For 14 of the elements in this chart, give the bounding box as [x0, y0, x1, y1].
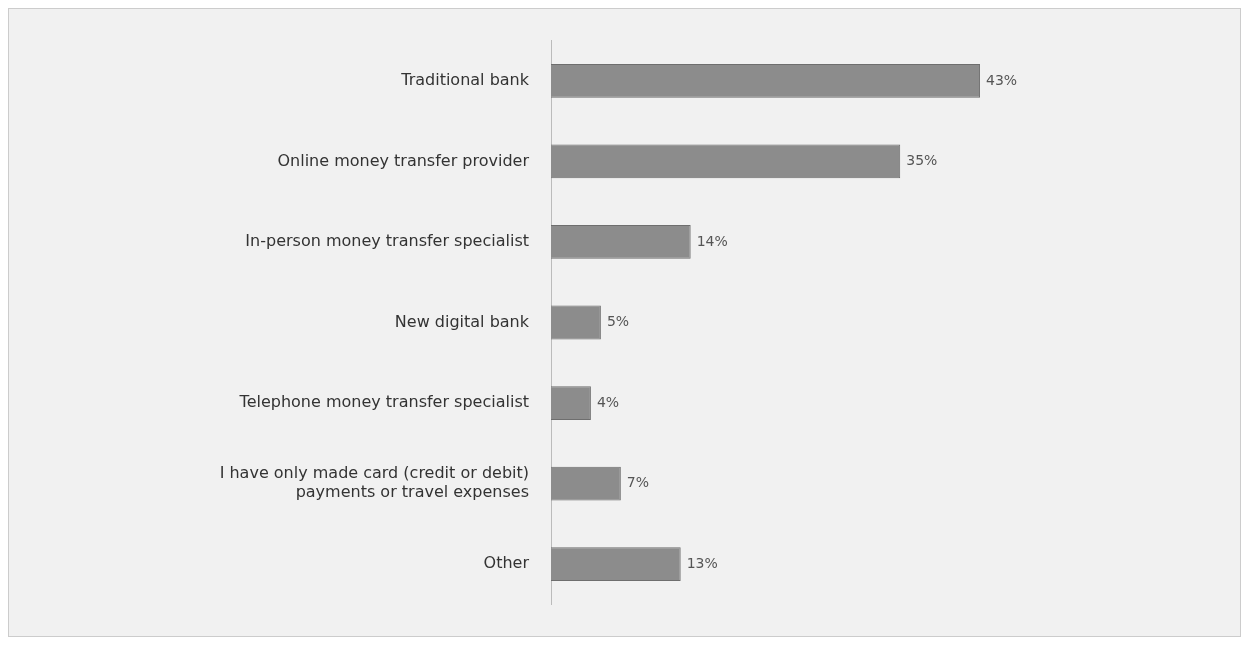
y-tick-label: Other	[483, 553, 530, 573]
y-tick-label: Traditional bank	[400, 70, 530, 90]
data-label: 13%	[686, 554, 718, 571]
y-tick-label: Telephone money transfer specialist	[238, 392, 529, 412]
data-label: 35%	[906, 152, 938, 169]
data-label: 14%	[696, 232, 728, 249]
y-tick-label: I have only made card (credit or debit) payments or travel expenses	[219, 463, 529, 502]
data-label: 5%	[606, 313, 630, 330]
y-tick-label: Online money transfer provider	[277, 150, 530, 170]
data-label: 7%	[626, 474, 650, 491]
y-tick-label: In-person money transfer specialist	[245, 231, 529, 251]
data-label: 43%	[986, 71, 1018, 88]
data-label: 4%	[596, 393, 620, 410]
y-tick-label: New digital bank	[394, 311, 530, 331]
